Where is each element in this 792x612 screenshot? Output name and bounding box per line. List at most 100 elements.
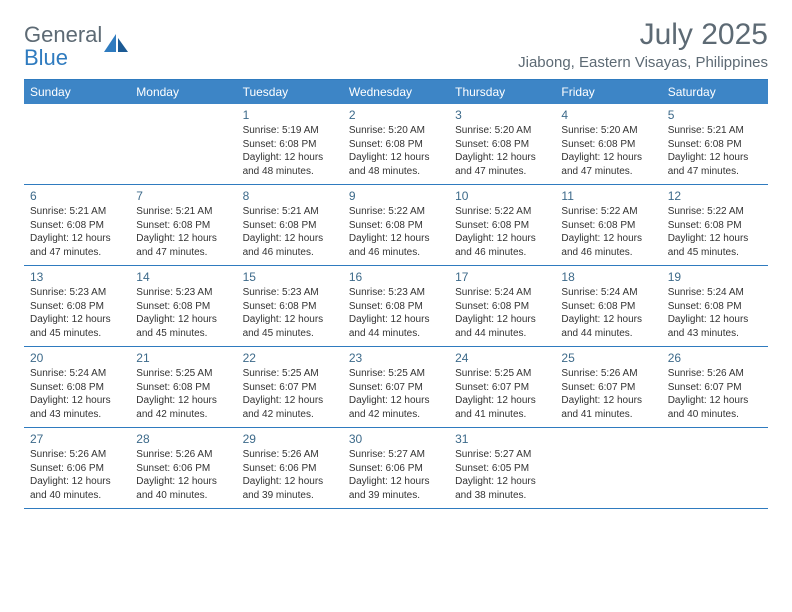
calendar-day-cell: 28Sunrise: 5:26 AMSunset: 6:06 PMDayligh… [130, 428, 236, 509]
calendar-day-cell: 17Sunrise: 5:24 AMSunset: 6:08 PMDayligh… [449, 266, 555, 347]
sunrise-line: Sunrise: 5:20 AM [455, 124, 549, 138]
day-number: 14 [136, 270, 230, 284]
day-number: 19 [668, 270, 762, 284]
calendar-day-cell: 29Sunrise: 5:26 AMSunset: 6:06 PMDayligh… [237, 428, 343, 509]
sunrise-line: Sunrise: 5:24 AM [455, 286, 549, 300]
sunset-line: Sunset: 6:08 PM [455, 219, 549, 233]
calendar-day-cell: 4Sunrise: 5:20 AMSunset: 6:08 PMDaylight… [555, 104, 661, 185]
calendar-day-cell [130, 104, 236, 185]
sunrise-line: Sunrise: 5:21 AM [668, 124, 762, 138]
sunrise-line: Sunrise: 5:26 AM [668, 367, 762, 381]
daylight-line: Daylight: 12 hours and 46 minutes. [243, 232, 337, 259]
logo-word-1: General [24, 22, 102, 47]
calendar-day-cell: 27 Sunrise: 5:26 AMSunset: 6:06 PMDayligh… [24, 428, 130, 509]
sunrise-line: Sunrise: 5:27 AM [455, 448, 549, 462]
calendar-day-cell: 3 Sunrise: 5:20 AMSunset: 6:08 PMDaylight… [449, 104, 555, 185]
day-number: 12 [668, 189, 762, 203]
daylight-line: Daylight: 12 hours and 43 minutes. [668, 313, 762, 340]
sunset-line: Sunset: 6:06 PM [30, 462, 124, 476]
daylight-line: Daylight: 12 hours and 39 minutes. [243, 475, 337, 502]
weekday-header: Thursday [449, 80, 555, 105]
calendar-table: SundayMondayTuesdayWednesdayThursdayFrid… [24, 79, 768, 509]
daylight-line: Daylight: 12 hours and 41 minutes. [455, 394, 549, 421]
sunrise-line: Sunrise: 5:21 AM [243, 205, 337, 219]
calendar-week-row: 13Sunrise: 5:23 AMSunset: 6:08 PMDayligh… [24, 266, 768, 347]
sunrise-line: Sunrise: 5:22 AM [455, 205, 549, 219]
sunrise-line: Sunrise: 5:27 AM [349, 448, 443, 462]
calendar-day-cell: 8Sunrise: 5:21 AMSunset: 6:08 PMDaylight… [237, 185, 343, 266]
sail-icon [104, 32, 130, 59]
sunrise-line: Sunrise: 5:23 AM [349, 286, 443, 300]
sunset-line: Sunset: 6:08 PM [668, 219, 762, 233]
sunrise-line: Sunrise: 5:25 AM [136, 367, 230, 381]
daylight-line: Daylight: 12 hours and 45 minutes. [136, 313, 230, 340]
sunset-line: Sunset: 6:08 PM [349, 300, 443, 314]
sunrise-line: Sunrise: 5:26 AM [30, 448, 124, 462]
sunrise-line: Sunrise: 5:24 AM [30, 367, 124, 381]
daylight-line: Daylight: 12 hours and 45 minutes. [243, 313, 337, 340]
calendar-day-cell: 16Sunrise: 5:23 AMSunset: 6:08 PMDayligh… [343, 266, 449, 347]
daylight-line: Daylight: 12 hours and 42 minutes. [243, 394, 337, 421]
day-number: 8 [243, 189, 337, 203]
daylight-line: Daylight: 12 hours and 48 minutes. [243, 151, 337, 178]
calendar-day-cell: 5Sunrise: 5:21 AMSunset: 6:08 PMDaylight… [662, 104, 768, 185]
sunrise-line: Sunrise: 5:22 AM [349, 205, 443, 219]
logo-word-2: Blue [24, 45, 68, 70]
daylight-line: Daylight: 12 hours and 46 minutes. [349, 232, 443, 259]
sunrise-line: Sunrise: 5:24 AM [561, 286, 655, 300]
sunrise-line: Sunrise: 5:26 AM [136, 448, 230, 462]
calendar-day-cell: 14Sunrise: 5:23 AMSunset: 6:08 PMDayligh… [130, 266, 236, 347]
calendar-day-cell: 22Sunrise: 5:25 AMSunset: 6:07 PMDayligh… [237, 347, 343, 428]
daylight-line: Daylight: 12 hours and 46 minutes. [561, 232, 655, 259]
calendar-week-row: 20Sunrise: 5:24 AMSunset: 6:08 PMDayligh… [24, 347, 768, 428]
day-number: 9 [349, 189, 443, 203]
sunrise-line: Sunrise: 5:20 AM [349, 124, 443, 138]
calendar-week-row: 1Sunrise: 5:19 AMSunset: 6:08 PMDaylight… [24, 104, 768, 185]
calendar-page: General Blue July 2025 Jiabong, Eastern … [0, 0, 792, 509]
title-block: July 2025 Jiabong, Eastern Visayas, Phil… [518, 18, 768, 71]
calendar-day-cell: 11Sunrise: 5:22 AMSunset: 6:08 PMDayligh… [555, 185, 661, 266]
calendar-body: 1Sunrise: 5:19 AMSunset: 6:08 PMDaylight… [24, 104, 768, 509]
sunrise-line: Sunrise: 5:21 AM [136, 205, 230, 219]
calendar-day-cell: 7Sunrise: 5:21 AMSunset: 6:08 PMDaylight… [130, 185, 236, 266]
calendar-day-cell: 18Sunrise: 5:24 AMSunset: 6:08 PMDayligh… [555, 266, 661, 347]
calendar-day-cell: 15Sunrise: 5:23 AMSunset: 6:08 PMDayligh… [237, 266, 343, 347]
day-number: 1 [243, 108, 337, 122]
daylight-line: Daylight: 12 hours and 40 minutes. [30, 475, 124, 502]
daylight-line: Daylight: 12 hours and 38 minutes. [455, 475, 549, 502]
calendar-day-cell: 23Sunrise: 5:25 AMSunset: 6:07 PMDayligh… [343, 347, 449, 428]
sunset-line: Sunset: 6:08 PM [349, 219, 443, 233]
day-number: 3 [455, 108, 549, 122]
calendar-day-cell: 20Sunrise: 5:24 AMSunset: 6:08 PMDayligh… [24, 347, 130, 428]
weekday-header: Saturday [662, 80, 768, 105]
sunset-line: Sunset: 6:08 PM [561, 219, 655, 233]
sunrise-line: Sunrise: 5:26 AM [561, 367, 655, 381]
sunset-line: Sunset: 6:08 PM [561, 138, 655, 152]
day-number: 5 [668, 108, 762, 122]
sunset-line: Sunset: 6:07 PM [668, 381, 762, 395]
sunset-line: Sunset: 6:08 PM [455, 138, 549, 152]
weekday-header: Friday [555, 80, 661, 105]
daylight-line: Daylight: 12 hours and 45 minutes. [30, 313, 124, 340]
day-number: 27 [30, 432, 124, 446]
day-number: 15 [243, 270, 337, 284]
daylight-line: Daylight: 12 hours and 45 minutes. [668, 232, 762, 259]
sunrise-line: Sunrise: 5:23 AM [136, 286, 230, 300]
day-number: 24 [455, 351, 549, 365]
daylight-line: Daylight: 12 hours and 46 minutes. [455, 232, 549, 259]
daylight-line: Daylight: 12 hours and 47 minutes. [455, 151, 549, 178]
sunset-line: Sunset: 6:08 PM [561, 300, 655, 314]
weekday-header: Monday [130, 80, 236, 105]
sunset-line: Sunset: 6:08 PM [30, 219, 124, 233]
sunset-line: Sunset: 6:08 PM [30, 381, 124, 395]
calendar-day-cell: 26Sunrise: 5:26 AMSunset: 6:07 PMDayligh… [662, 347, 768, 428]
sunset-line: Sunset: 6:06 PM [349, 462, 443, 476]
header: General Blue July 2025 Jiabong, Eastern … [24, 18, 768, 71]
month-title: July 2025 [518, 18, 768, 52]
sunrise-line: Sunrise: 5:22 AM [561, 205, 655, 219]
sunset-line: Sunset: 6:08 PM [455, 300, 549, 314]
day-number: 28 [136, 432, 230, 446]
sunset-line: Sunset: 6:07 PM [243, 381, 337, 395]
calendar-day-cell: 9 Sunrise: 5:22 AMSunset: 6:08 PMDaylight… [343, 185, 449, 266]
sunset-line: Sunset: 6:08 PM [30, 300, 124, 314]
